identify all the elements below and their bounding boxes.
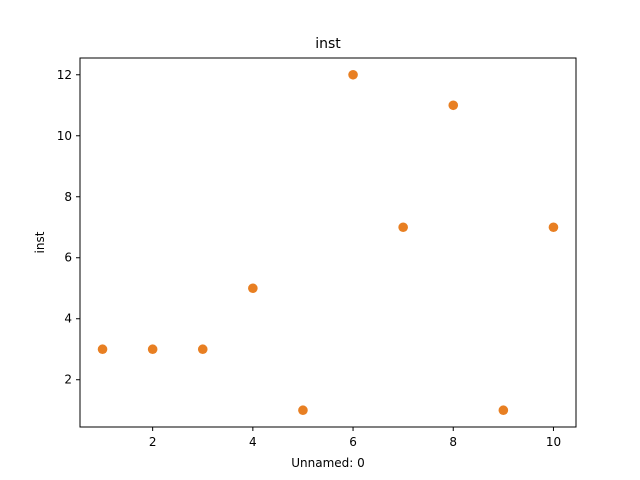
scatter-point (398, 222, 408, 233)
scatter-point (97, 344, 108, 355)
x-tick-label: 4 (249, 435, 257, 449)
x-axis-label: Unnamed: 0 (291, 456, 365, 470)
x-tick-label: 10 (546, 435, 561, 449)
scatter-point (197, 344, 208, 355)
y-tick-label: 12 (57, 68, 72, 82)
x-tick-label: 2 (149, 435, 157, 449)
scatter-point (498, 405, 509, 416)
scatter-points (97, 69, 559, 416)
y-tick-label: 8 (64, 190, 72, 204)
x-tick-label: 6 (349, 435, 357, 449)
y-tick-label: 2 (64, 373, 72, 387)
scatter-point (548, 222, 559, 233)
scatter-point (248, 283, 258, 294)
plot-area-frame (79, 57, 577, 428)
y-tick-label: 6 (64, 251, 72, 265)
y-tick-label: 10 (57, 129, 72, 143)
scatter-point (348, 69, 358, 80)
scatter-point (147, 344, 158, 355)
y-axis-label: inst (33, 231, 47, 253)
scatter-point (298, 405, 308, 416)
y-axis: 2 4 6 8 10 12 (57, 68, 80, 387)
x-tick-label: 8 (449, 435, 457, 449)
scatter-point (448, 100, 459, 111)
y-tick-label: 4 (64, 312, 72, 326)
x-axis: 2 4 6 8 10 (149, 427, 561, 449)
chart-title: inst (315, 36, 341, 52)
